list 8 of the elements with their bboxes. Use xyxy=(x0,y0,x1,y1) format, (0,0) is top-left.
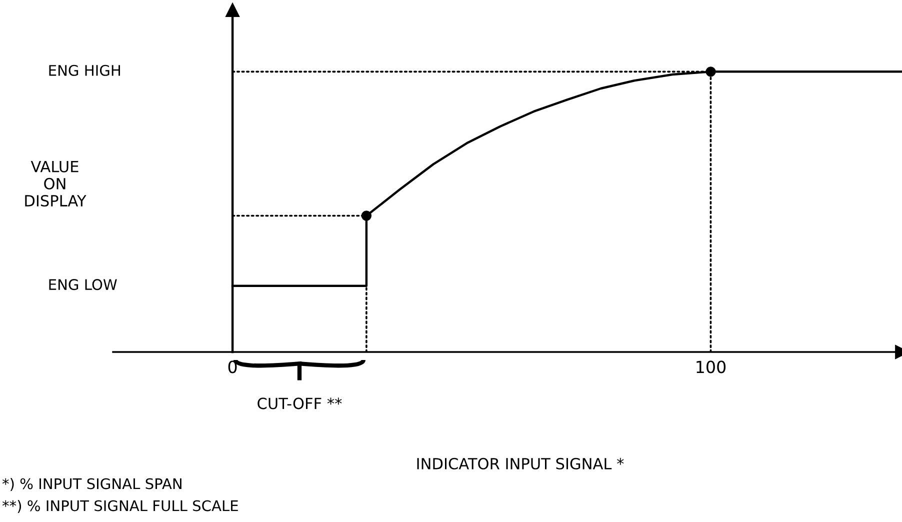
text: CUT-OFF ** xyxy=(258,398,342,410)
text: **) % INPUT SIGNAL FULL SCALE xyxy=(2,500,238,513)
annotation: ENG HIGH xyxy=(49,64,120,76)
x-tick-label: 100 xyxy=(696,360,726,374)
annotation: ENG LOW xyxy=(49,279,117,290)
text: *) % INPUT SIGNAL SPAN xyxy=(2,478,182,491)
text: INDICATOR INPUT SIGNAL * xyxy=(417,458,624,470)
y-axis-title: VALUE ON DISPLAY xyxy=(25,160,86,207)
